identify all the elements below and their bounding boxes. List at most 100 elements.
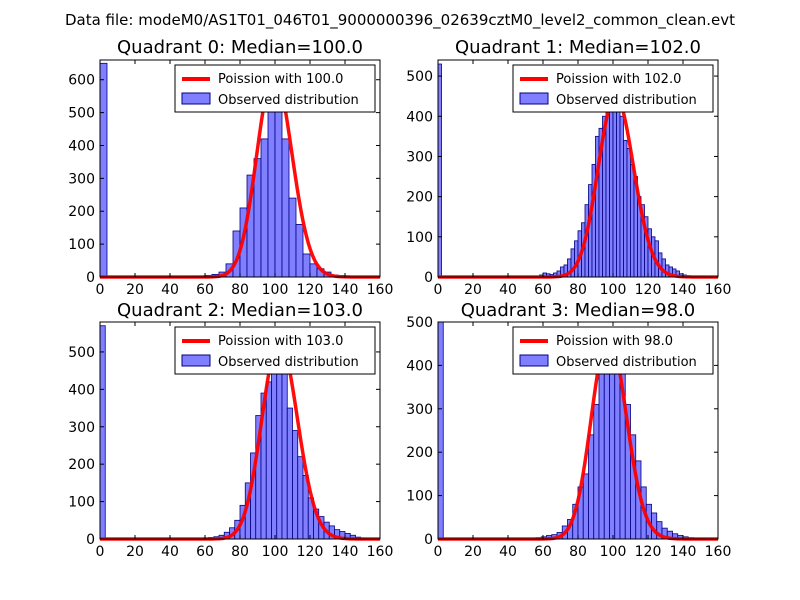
quadrant-0-bar: [295, 223, 304, 278]
quadrant-0-y-tick-label: 600: [68, 73, 95, 89]
quadrant-1-y-tick-label: 400: [406, 109, 433, 125]
quadrant-1-y-tick-label: 300: [406, 149, 433, 165]
quadrant-2-x-tick-label: 40: [161, 544, 179, 560]
quadrant-1-legend-box: [512, 64, 714, 113]
quadrant-2-y-tick-label: 500: [68, 345, 95, 361]
quadrant-2-y-tick-label: 400: [68, 382, 95, 398]
quadrant-1-title: Quadrant 1: Median=102.0: [455, 37, 701, 58]
quadrant-1-bar: [623, 139, 628, 278]
quadrant-2-x-tick-label: 100: [262, 544, 289, 560]
quadrant-0-legend-observed-label: Observed distribution: [218, 93, 359, 108]
quadrant-2-x-tick-label: 80: [231, 544, 249, 560]
quadrant-2-panel: Quadrant 2: Median=103.0 0 20 40 60 80 100 120…: [68, 300, 393, 560]
quadrant-2-x-tick-label: 160: [367, 544, 394, 560]
quadrant-1-y-tick-label: 100: [406, 230, 433, 246]
quadrant-2-y-tick-label: 200: [68, 457, 95, 473]
quadrant-3-x-tick-label: 140: [670, 544, 697, 560]
quadrant-1-bar: [626, 148, 631, 278]
quadrant-2-bar: [292, 430, 299, 540]
quadrant-0-x-tick-label: 40: [161, 282, 179, 298]
quadrant-3-bar: [588, 434, 595, 540]
quadrant-1-x-tick-label: 140: [670, 282, 697, 298]
quadrant-0-panel: Quadrant 0: Median=100.0 0 20 40 60 80 100 120…: [68, 37, 393, 298]
quadrant-3-legend-observed-label: Observed distribution: [556, 355, 697, 370]
quadrant-1-x-tick-label: 40: [499, 282, 517, 298]
quadrant-3-y-tick-label: 300: [406, 402, 433, 418]
quadrant-1-legend-observed-label: Observed distribution: [556, 93, 697, 108]
quadrant-0-y-tick-label: 100: [68, 237, 95, 253]
quadrant-0-legend-poisson-label: Poission with 100.0: [218, 72, 343, 87]
quadrant-3-x-tick-label: 160: [705, 544, 732, 560]
quadrant-3-y-tick-label: 0: [424, 532, 433, 548]
quadrant-3-x-tick-label: 20: [464, 544, 482, 560]
quadrant-3-y-tick-label: 400: [406, 358, 433, 374]
quadrant-3-x-tick-label: 80: [569, 544, 587, 560]
quadrant-1-bar: [609, 103, 614, 278]
quadrant-2-bar: [265, 381, 272, 540]
quadrant-1-x-tick-label: 80: [569, 282, 587, 298]
quadrant-1-y-tick-label: 0: [424, 270, 433, 286]
quadrant-1-bar: [605, 107, 610, 278]
quadrant-3-legend-poisson-label: Poission with 98.0: [556, 334, 673, 349]
quadrant-3-x-tick-label: 0: [434, 544, 443, 560]
quadrant-2-x-tick-label: 0: [96, 544, 105, 560]
quadrant-0-title: Quadrant 0: Median=100.0: [117, 37, 363, 58]
quadrant-0-legend-bar-swatch: [181, 92, 211, 105]
quadrant-1-x-tick-label: 20: [464, 282, 482, 298]
quadrant-0-y-tick-label: 300: [68, 171, 95, 187]
quadrant-3-title: Quadrant 3: Median=98.0: [461, 300, 696, 321]
quadrant-3-bar: [598, 373, 605, 540]
quadrant-1-bar: [612, 95, 617, 278]
quadrant-0-x-tick-label: 60: [196, 282, 214, 298]
quadrant-3-x-tick-label: 120: [635, 544, 662, 560]
quadrant-2-y-tick-label: 0: [86, 532, 95, 548]
quadrant-0-y-tick-label: 200: [68, 204, 95, 220]
quadrant-0-y-tick-label: 500: [68, 106, 95, 122]
quadrant-2-y-tick-label: 100: [68, 495, 95, 511]
quadrant-3-panel: Quadrant 3: Median=98.0 0 20 40 60 80 100 120 1…: [406, 300, 731, 560]
figure-suptitle: Data file: modeM0/AS1T01_046T01_90000003…: [65, 11, 735, 30]
quadrant-3-bar: [582, 473, 589, 540]
quadrant-1-x-tick-label: 60: [534, 282, 552, 298]
quadrant-2-x-tick-label: 20: [126, 544, 144, 560]
quadrant-1-bar: [588, 184, 593, 278]
quadrant-2-bar: [99, 325, 106, 540]
quadrant-1-bar: [619, 115, 624, 278]
quadrant-0-y-tick-label: 0: [86, 270, 95, 286]
quadrant-2-legend-observed-label: Observed distribution: [218, 355, 359, 370]
quadrant-1-bar: [437, 63, 442, 278]
quadrant-3-y-tick-label: 500: [406, 315, 433, 331]
quadrant-2-y-tick-label: 300: [68, 420, 95, 436]
quadrant-1-panel: Quadrant 1: Median=102.0 0 20 40 60 80 100 120…: [406, 37, 731, 298]
quadrant-2-bar: [276, 347, 283, 540]
quadrant-2-x-tick-label: 60: [196, 544, 214, 560]
quadrant-1-bar: [630, 164, 635, 278]
quadrant-2-legend-bar-swatch: [181, 354, 211, 367]
quadrant-2-bar: [297, 456, 304, 540]
quadrant-3-y-tick-label: 100: [406, 489, 433, 505]
quadrant-0-bar: [288, 197, 297, 278]
quadrant-0-x-tick-label: 160: [367, 282, 394, 298]
quadrant-0-bar: [99, 62, 108, 278]
quadrant-0-x-tick-label: 140: [332, 282, 359, 298]
quadrant-3-bar: [603, 356, 610, 540]
quadrant-0-bar: [302, 253, 311, 278]
quadrant-3-x-tick-label: 40: [499, 544, 517, 560]
quadrant-2-title: Quadrant 2: Median=103.0: [117, 300, 363, 321]
quadrant-0-bar: [260, 138, 269, 278]
quadrant-1-x-tick-label: 100: [600, 282, 627, 298]
quadrant-2-x-tick-label: 120: [297, 544, 324, 560]
quadrant-2-bar: [271, 359, 278, 540]
quadrant-3-bar: [593, 404, 600, 540]
quadrant-3-legend-bar-swatch: [519, 354, 549, 367]
quadrant-3-x-tick-label: 100: [600, 544, 627, 560]
quadrant-1-x-tick-label: 120: [635, 282, 662, 298]
quadrant-1-legend-bar-swatch: [519, 92, 549, 105]
quadrant-1-x-tick-label: 160: [705, 282, 732, 298]
quadrant-1-bar: [616, 107, 621, 278]
quadrant-3-bar: [437, 321, 444, 540]
quadrant-0-x-tick-label: 100: [262, 282, 289, 298]
quadrant-3-x-tick-label: 60: [534, 544, 552, 560]
quadrant-1-legend-poisson-label: Poission with 102.0: [556, 72, 681, 87]
